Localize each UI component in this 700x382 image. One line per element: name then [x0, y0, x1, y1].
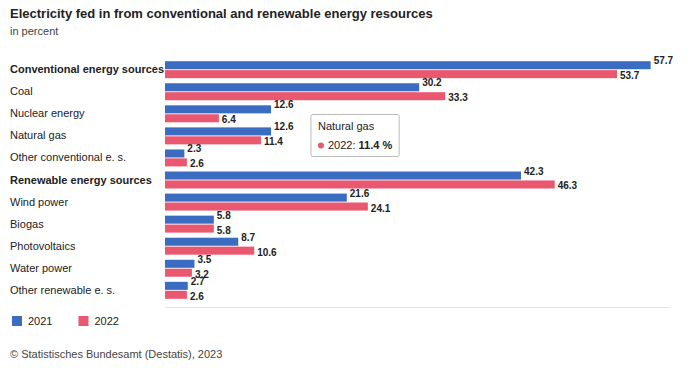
data-label: 46.3	[558, 180, 578, 191]
data-label: 30.2	[422, 77, 442, 88]
y-tick: Photovoltaics	[10, 240, 76, 252]
bars	[165, 61, 651, 299]
data-label: 57.7	[654, 55, 674, 66]
bar[interactable]	[165, 260, 194, 268]
bar[interactable]	[165, 114, 219, 122]
category-label: Photovoltaics	[10, 240, 76, 252]
bar[interactable]	[165, 61, 651, 69]
bar[interactable]	[165, 282, 188, 290]
bar[interactable]	[165, 238, 238, 246]
data-label: 3.5	[197, 254, 211, 265]
category-label: Wind power	[10, 196, 68, 208]
bar[interactable]	[165, 158, 187, 166]
x-axis	[166, 307, 671, 308]
category-label: Water power	[10, 262, 72, 274]
chart: Electricity fed in from conventional and…	[0, 0, 700, 382]
data-label: 5.8	[217, 210, 231, 221]
bar[interactable]	[165, 70, 617, 78]
category-label: Other renewable e. s.	[10, 284, 115, 296]
data-label: 11.4	[264, 136, 283, 147]
legend-swatch	[12, 316, 22, 326]
legend: 2021 2022	[12, 315, 119, 327]
bar[interactable]	[165, 216, 214, 224]
bar[interactable]	[165, 127, 271, 135]
data-labels: 57.730.212.612.62.342.321.65.88.73.52.75…	[187, 55, 673, 302]
category-label: Renewable energy sources	[10, 174, 152, 186]
y-tick: Coal	[10, 85, 33, 97]
data-label: 5.8	[217, 225, 231, 236]
x-axis-line	[166, 307, 671, 308]
bar[interactable]	[165, 225, 214, 233]
category-label: Biogas	[10, 218, 44, 230]
data-label: 42.3	[524, 166, 544, 177]
data-label: 33.3	[448, 92, 468, 103]
category-label: Nuclear energy	[10, 107, 85, 119]
data-label: 2.6	[190, 158, 204, 169]
y-tick: Wind power	[10, 196, 68, 208]
legend-label: 2022	[94, 315, 118, 327]
bar[interactable]	[165, 291, 187, 299]
y-axis: Conventional energy sources Coal Nuclear e…	[10, 63, 164, 296]
data-label: 12.6	[274, 121, 294, 132]
y-tick: Renewable energy sources	[10, 174, 152, 186]
tooltip-box	[311, 114, 399, 156]
data-label: 2.6	[190, 291, 204, 302]
bar[interactable]	[165, 136, 261, 144]
tooltip-marker	[318, 142, 324, 148]
y-tick: Other renewable e. s.	[10, 284, 115, 296]
data-label: 8.7	[241, 232, 255, 243]
source: © Statistisches Bundesamt (Destatis), 20…	[10, 348, 222, 360]
data-label: 12.6	[274, 99, 294, 110]
data-label: 24.1	[371, 203, 391, 214]
y-tick: Conventional energy sources	[10, 63, 164, 75]
bar[interactable]	[165, 203, 368, 211]
bar[interactable]	[165, 83, 419, 91]
y-tick: Nuclear energy	[10, 107, 85, 119]
y-tick: Biogas	[10, 218, 44, 230]
bar[interactable]	[165, 269, 192, 277]
bar[interactable]	[165, 105, 271, 113]
tooltip-title: Natural gas	[318, 120, 375, 132]
legend-swatch	[78, 316, 88, 326]
data-label: 53.7	[620, 70, 640, 81]
tooltip: Natural gas 2022: 11.4 %	[311, 114, 399, 156]
y-tick: Water power	[10, 262, 72, 274]
subtitle: in percent	[10, 25, 58, 37]
bar[interactable]	[165, 172, 521, 180]
category-label: Natural gas	[10, 129, 67, 141]
data-label: 6.4	[222, 114, 236, 125]
legend-label: 2021	[28, 315, 52, 327]
tooltip-text: 2022: 11.4 %	[328, 139, 392, 151]
category-label: Conventional energy sources	[10, 63, 164, 75]
title: Electricity fed in from conventional and…	[10, 6, 433, 21]
bar[interactable]	[165, 92, 445, 100]
category-label: Coal	[10, 85, 33, 97]
y-tick: Other conventional e. s.	[10, 151, 126, 163]
data-label: 10.6	[257, 247, 277, 258]
y-tick: Natural gas	[10, 129, 67, 141]
data-label: 3.2	[195, 269, 209, 280]
data-label: 21.6	[350, 188, 370, 199]
category-label: Other conventional e. s.	[10, 151, 126, 163]
bar[interactable]	[165, 149, 184, 157]
data-label: 2.3	[187, 143, 201, 154]
bar[interactable]	[165, 194, 347, 202]
